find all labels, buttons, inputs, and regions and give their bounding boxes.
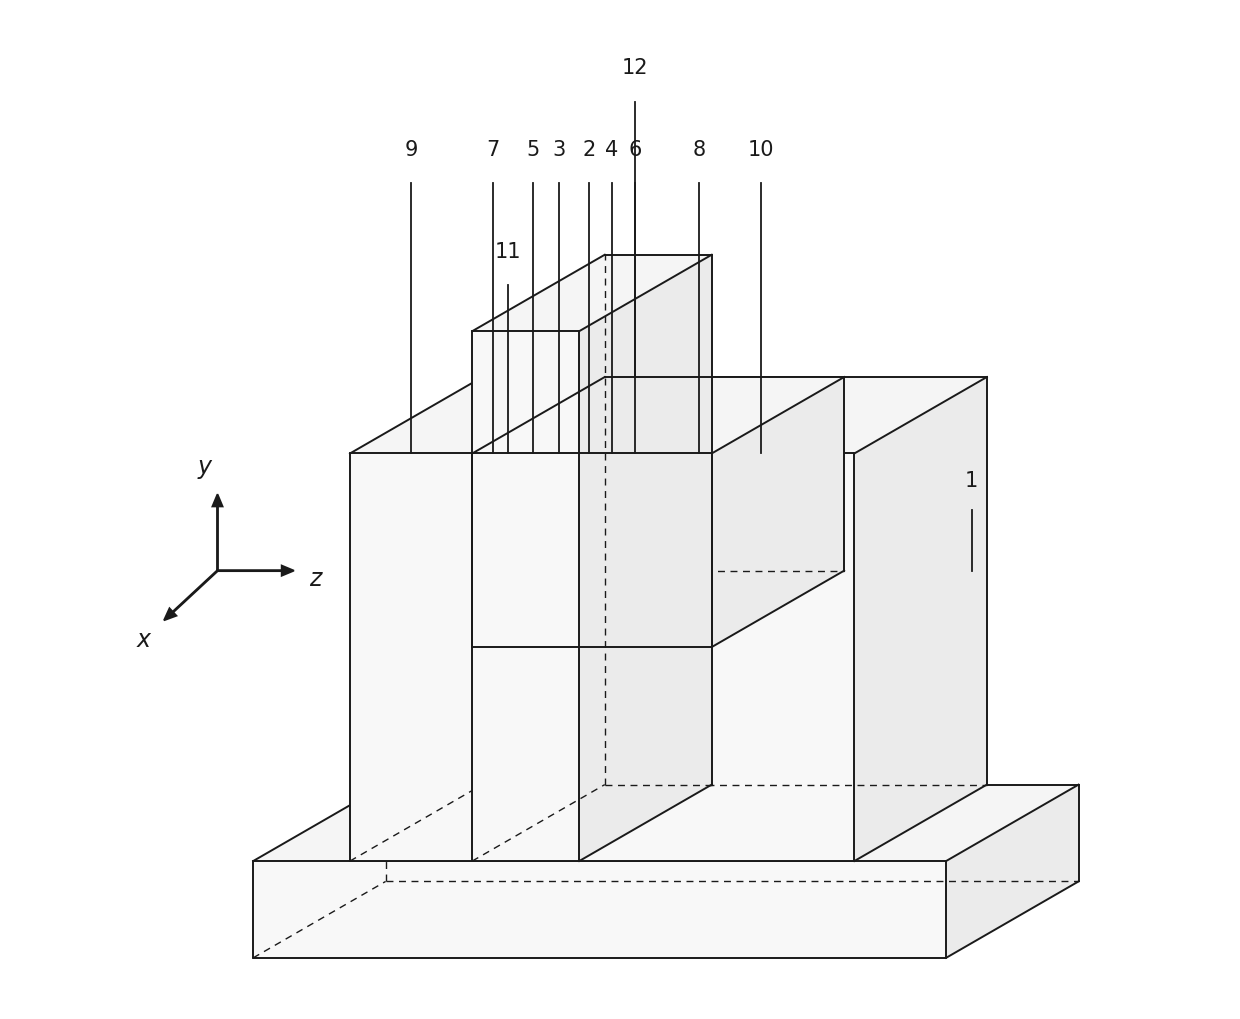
FancyArrow shape bbox=[217, 566, 294, 576]
Text: 4: 4 bbox=[605, 140, 619, 160]
FancyArrow shape bbox=[212, 494, 223, 571]
Text: y: y bbox=[197, 454, 211, 479]
Text: 2: 2 bbox=[583, 140, 596, 160]
Text: x: x bbox=[136, 629, 151, 652]
FancyArrow shape bbox=[164, 571, 218, 621]
Text: 10: 10 bbox=[748, 140, 774, 160]
Text: 11: 11 bbox=[495, 242, 521, 262]
Text: 6: 6 bbox=[629, 140, 642, 160]
Polygon shape bbox=[946, 785, 1079, 958]
Polygon shape bbox=[472, 331, 579, 861]
Text: 7: 7 bbox=[486, 140, 500, 160]
Text: 3: 3 bbox=[552, 140, 565, 160]
Polygon shape bbox=[854, 377, 987, 861]
Polygon shape bbox=[472, 453, 712, 647]
Text: z: z bbox=[309, 567, 321, 591]
Text: 5: 5 bbox=[527, 140, 539, 160]
Polygon shape bbox=[579, 255, 712, 861]
Polygon shape bbox=[472, 377, 844, 453]
Text: 12: 12 bbox=[622, 58, 649, 78]
Text: 1: 1 bbox=[965, 471, 978, 491]
Text: 8: 8 bbox=[693, 140, 706, 160]
Polygon shape bbox=[712, 377, 844, 647]
Polygon shape bbox=[350, 377, 987, 453]
Polygon shape bbox=[350, 453, 854, 861]
Polygon shape bbox=[472, 255, 712, 331]
Text: 9: 9 bbox=[404, 140, 418, 160]
Polygon shape bbox=[253, 785, 1079, 861]
Polygon shape bbox=[253, 861, 946, 958]
